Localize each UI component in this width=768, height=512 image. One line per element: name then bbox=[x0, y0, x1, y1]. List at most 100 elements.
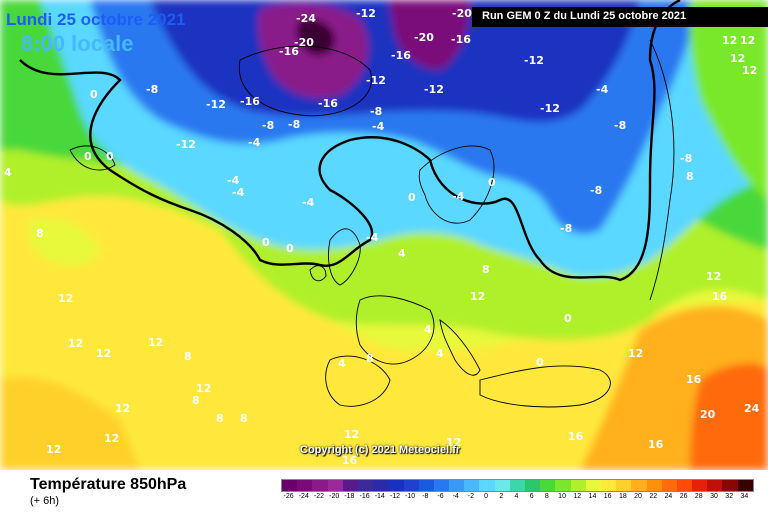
iso-label: 0 bbox=[84, 150, 92, 163]
legend-tick-label: -12 bbox=[389, 493, 400, 500]
coast-iceland bbox=[69, 145, 116, 171]
legend-swatch bbox=[616, 480, 632, 491]
legend-tick-label: -22 bbox=[313, 493, 325, 500]
legend-swatch bbox=[357, 480, 374, 491]
legend-swatch bbox=[327, 480, 343, 491]
iso-label: -16 bbox=[451, 33, 471, 46]
iso-label: 24 bbox=[744, 402, 760, 415]
legend-tick-label: -24 bbox=[298, 493, 309, 500]
legend-swatch bbox=[433, 480, 450, 491]
iso-label: -4 bbox=[596, 83, 609, 96]
iso-label: -8 bbox=[560, 222, 572, 235]
iso-label: 12 bbox=[96, 347, 111, 360]
iso-label: 0 bbox=[286, 242, 294, 255]
color-legend: -26 -24 -22 -20 -18 -16 -14 -12 -10 -8 -6 -4 -2 0 2 4 6 8… bbox=[281, 479, 754, 500]
legend-tick-label: 4 bbox=[514, 493, 519, 500]
legend-tick-label: -4 bbox=[452, 493, 459, 500]
coastlines bbox=[69, 39, 675, 408]
iso-label: 12 bbox=[344, 428, 359, 441]
iso-label: 0 bbox=[488, 176, 496, 189]
coast-italy bbox=[439, 319, 481, 376]
legend-tick-label: 24 bbox=[664, 493, 673, 500]
legend-swatch bbox=[312, 480, 328, 491]
legend-tick-label: 16 bbox=[603, 493, 612, 500]
legend-tick-label: -16 bbox=[359, 493, 370, 500]
temperature-field bbox=[0, 0, 768, 470]
iso-label: -4 bbox=[232, 186, 245, 199]
field-yellow-atlantic bbox=[27, 217, 101, 266]
legend-swatch bbox=[722, 480, 738, 491]
forecast-date: Lundi 25 octobre 2021 bbox=[6, 10, 186, 29]
legend-swatch bbox=[449, 480, 465, 491]
legend-tick-label: -6 bbox=[437, 493, 444, 500]
iso-label: 12 bbox=[628, 347, 643, 360]
legend-tick-label: 22 bbox=[649, 493, 658, 500]
legend-swatch bbox=[646, 480, 662, 491]
legend-swatch bbox=[737, 480, 753, 491]
iso-label: 0 bbox=[408, 191, 416, 204]
legend-tick-label: 14 bbox=[588, 493, 597, 500]
legend-swatch bbox=[464, 480, 480, 491]
coast-mediterranean bbox=[479, 365, 611, 408]
field-red-southeast bbox=[690, 363, 768, 470]
iso-label: -8 bbox=[370, 105, 382, 118]
iso-label: 8 bbox=[482, 263, 490, 276]
iso-label: 8 bbox=[216, 412, 224, 425]
legend-tick-label: 20 bbox=[634, 493, 642, 500]
legend-swatch bbox=[479, 480, 495, 491]
iso-label: -8 bbox=[590, 184, 602, 197]
legend-swatch bbox=[570, 480, 586, 491]
iso-label: 0 bbox=[262, 236, 270, 249]
iso-label: 12 bbox=[706, 270, 721, 283]
legend-swatch bbox=[676, 480, 693, 491]
legend-color-scale bbox=[281, 479, 754, 492]
legend-swatch bbox=[297, 480, 313, 491]
iso-label: -8 bbox=[146, 83, 158, 96]
legend-tick-label: -26 bbox=[283, 493, 294, 500]
zero-isotherm bbox=[19, 0, 681, 282]
iso-label: -12 bbox=[176, 138, 196, 151]
legend-swatch bbox=[661, 480, 677, 491]
legend-swatch bbox=[494, 480, 510, 491]
field-warm-south bbox=[0, 165, 768, 470]
copyright-label: Copyright (c) 2021 Meteociel.fr bbox=[300, 444, 461, 456]
coast-britain bbox=[328, 228, 361, 286]
legend-swatch bbox=[707, 480, 723, 491]
iso-label: -8 bbox=[262, 119, 274, 132]
iso-label: 8 bbox=[36, 227, 44, 240]
iso-label: 0 bbox=[564, 312, 572, 325]
iso-label: 16 bbox=[686, 373, 702, 386]
iso-label: 12 bbox=[68, 337, 83, 350]
coast-iberia bbox=[325, 355, 391, 407]
legend-tick-label: -14 bbox=[374, 493, 385, 500]
iso-label: -16 bbox=[279, 45, 299, 58]
legend-swatch bbox=[692, 480, 708, 491]
iso-label: 4 bbox=[338, 357, 346, 370]
iso-label: 4 bbox=[398, 247, 406, 260]
legend-tick-label: 6 bbox=[529, 493, 534, 500]
temperature-map: -24 -20 -12 -20 -16 -16 -20 -16 -12 -12 … bbox=[0, 0, 768, 470]
iso-label: -4 bbox=[302, 196, 315, 209]
iso-label: -20 bbox=[452, 7, 472, 20]
legend-tick-label: 26 bbox=[679, 493, 688, 500]
iso-label: 8 bbox=[366, 352, 374, 365]
legend-swatch bbox=[342, 480, 358, 491]
field-orange-southwest bbox=[0, 377, 140, 470]
iso-label: -12 bbox=[540, 102, 560, 115]
iso-label: -24 bbox=[296, 12, 316, 25]
legend-swatch bbox=[540, 480, 556, 491]
iso-label: 12 bbox=[742, 64, 757, 77]
coast-france bbox=[355, 295, 435, 365]
run-info-bar: Run GEM 0 Z du Lundi 25 octobre 2021 bbox=[472, 7, 768, 27]
iso-label: 12 bbox=[446, 436, 461, 449]
iso-label: 12 bbox=[470, 290, 485, 303]
legend-tick-label: -18 bbox=[344, 493, 355, 500]
coast-ireland bbox=[309, 265, 327, 282]
legend-tick-label: -10 bbox=[405, 493, 416, 500]
iso-label: 16 bbox=[568, 430, 584, 443]
legend-tick-label: 32 bbox=[725, 493, 734, 500]
iso-label: 12 bbox=[148, 336, 163, 349]
iso-label: 12 bbox=[740, 34, 755, 47]
legend-tick-label: 18 bbox=[618, 493, 627, 500]
